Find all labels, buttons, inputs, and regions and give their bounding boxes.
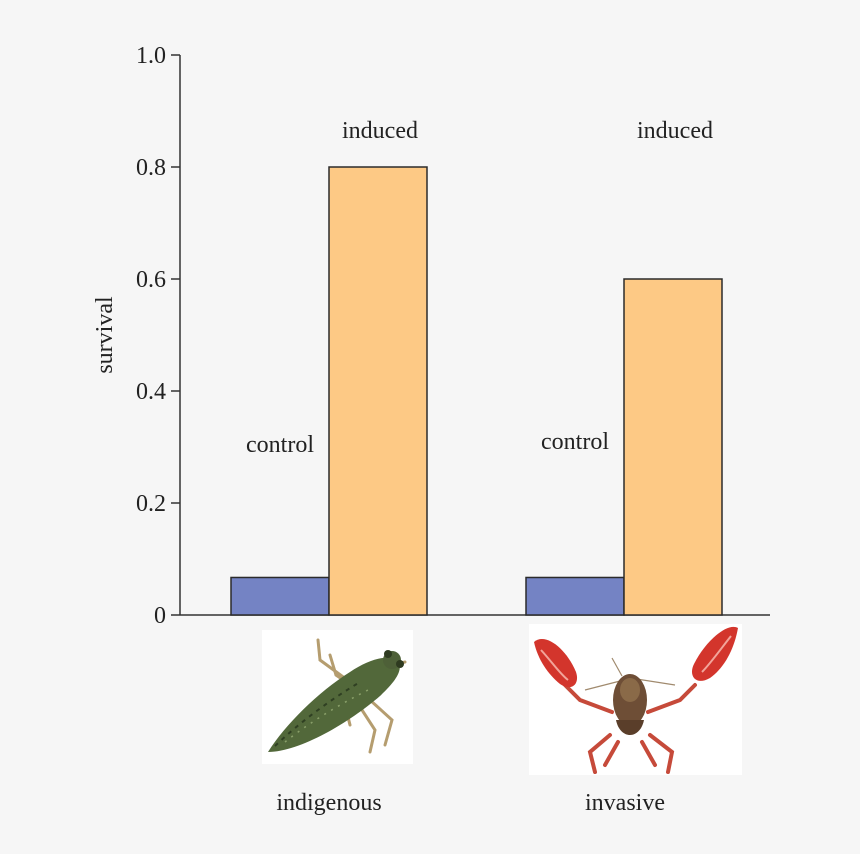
y-tick-label: 1.0 — [136, 43, 166, 69]
bar-label-control-indigenous: control — [246, 432, 314, 458]
bar-control-invasive — [525, 576, 625, 616]
crayfish-image — [529, 624, 742, 775]
bar-label-induced-indigenous: induced — [342, 118, 418, 144]
category-label-indigenous: indigenous — [276, 790, 381, 816]
bar-annotations: control induced control induced — [246, 118, 713, 458]
bar-label-control-invasive: control — [541, 429, 609, 455]
y-tick-label: 0.8 — [136, 155, 166, 181]
bar-induced-indigenous — [328, 166, 428, 616]
y-tick-label: 0.6 — [136, 267, 166, 293]
y-tick-label: 0 — [154, 603, 166, 629]
bars — [230, 166, 723, 616]
y-axis-label: survival — [92, 296, 118, 374]
bar-label-induced-invasive: induced — [637, 118, 713, 144]
bar-induced-invasive — [623, 278, 723, 616]
bar-control-indigenous — [230, 576, 330, 616]
y-ticks: 0 0.2 0.4 0.6 0.8 1.0 — [136, 43, 180, 629]
y-tick-label: 0.4 — [136, 379, 166, 405]
y-tick-label: 0.2 — [136, 491, 166, 517]
dragonfly-larva-image — [262, 630, 413, 764]
category-label-invasive: invasive — [585, 790, 665, 816]
